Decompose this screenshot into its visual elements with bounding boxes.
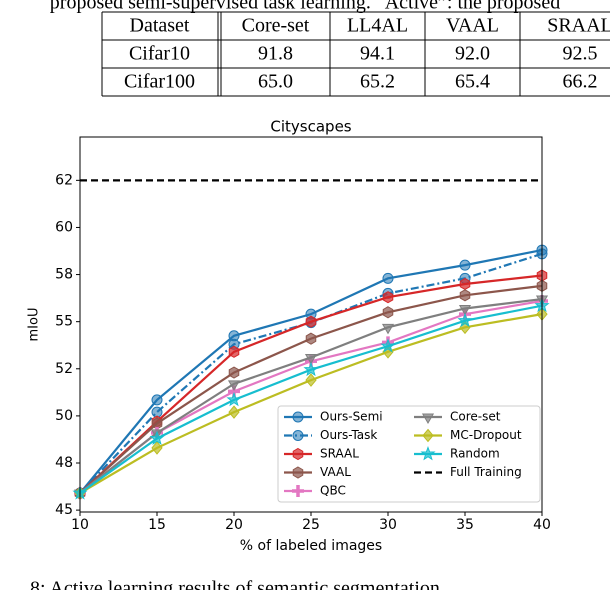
marker (292, 466, 304, 479)
legend-label: Random (450, 447, 500, 461)
y-axis-label: mIoU (27, 308, 42, 342)
marker (459, 259, 471, 271)
marker (304, 353, 318, 365)
table-cell: Cifar10 (129, 43, 190, 65)
legend-label: SRAAL (320, 447, 359, 461)
marker (459, 277, 471, 291)
x-axis-label: % of labeled images (240, 538, 382, 554)
marker (305, 332, 317, 345)
marker (305, 373, 317, 387)
y-tick-label: 48 (55, 455, 73, 471)
x-tick-label: 25 (302, 517, 320, 533)
x-tick-label: 40 (533, 517, 551, 533)
caption-fragment: proposed semi-supervised task learning. … (50, 0, 560, 14)
marker (151, 394, 163, 406)
x-tick-label: 35 (456, 517, 474, 533)
marker (151, 441, 163, 455)
table-header-cell: LL4AL (347, 15, 408, 37)
legend-label: MC-Dropout (450, 428, 522, 442)
marker (228, 366, 240, 379)
plot-frame (79, 136, 543, 513)
table-cell: 65.2 (360, 71, 395, 93)
marker (382, 272, 394, 284)
marker (380, 338, 396, 353)
y-tick-label: 45 (55, 502, 73, 518)
marker (457, 312, 473, 328)
marker (228, 405, 240, 419)
table-cell: 65.0 (258, 71, 293, 93)
marker (420, 446, 436, 461)
x-tick-label: 30 (379, 517, 397, 533)
table-cell: 66.2 (563, 71, 598, 93)
marker (228, 345, 240, 358)
table-header-cell: SRAAL (547, 15, 610, 37)
legend-box (277, 405, 541, 503)
legend-label: Ours-Task (320, 428, 377, 442)
y-tick-label: 52 (55, 361, 73, 377)
table-header-cell: VAAL (446, 15, 499, 37)
table-cell: 91.8 (258, 43, 293, 65)
y-tick-label: 50 (55, 408, 73, 424)
marker (382, 306, 394, 319)
table-header-cell: Dataset (130, 15, 190, 37)
x-tick-label: 15 (148, 517, 166, 533)
table-cell: 92.5 (563, 43, 598, 65)
marker (149, 430, 165, 445)
legend-label: VAAL (320, 465, 351, 479)
table-cell: 65.4 (455, 71, 490, 93)
legend-label: Core-set (450, 410, 501, 424)
marker (227, 380, 241, 391)
y-tick-label: 58 (55, 267, 73, 283)
legend-label: QBC (320, 484, 346, 498)
marker (303, 361, 319, 377)
marker (381, 323, 395, 335)
table-cell: 94.1 (360, 43, 395, 65)
marker (292, 485, 304, 497)
table-cell: 92.0 (455, 43, 490, 65)
y-tick-label: 55 (55, 314, 73, 330)
marker (292, 430, 304, 441)
marker (292, 411, 304, 423)
y-tick-label: 60 (55, 219, 73, 235)
table-header-cell: Core-set (242, 15, 310, 37)
marker (422, 428, 434, 443)
y-tick-label: 62 (55, 172, 73, 188)
marker (458, 304, 472, 316)
x-tick-label: 20 (225, 517, 243, 533)
marker (421, 413, 435, 424)
marker (459, 289, 471, 302)
caption-fragment: 8: Active learning results of semantic s… (30, 578, 440, 590)
table-cell: Cifar100 (124, 71, 195, 93)
marker (292, 447, 304, 461)
x-tick-label: 10 (71, 517, 89, 533)
marker (305, 315, 317, 328)
legend-label: Ours-Semi (320, 410, 383, 424)
legend-label: Full Training (450, 465, 522, 479)
chart-title: Cityscapes (270, 118, 351, 136)
marker (382, 291, 394, 304)
marker (226, 391, 242, 407)
